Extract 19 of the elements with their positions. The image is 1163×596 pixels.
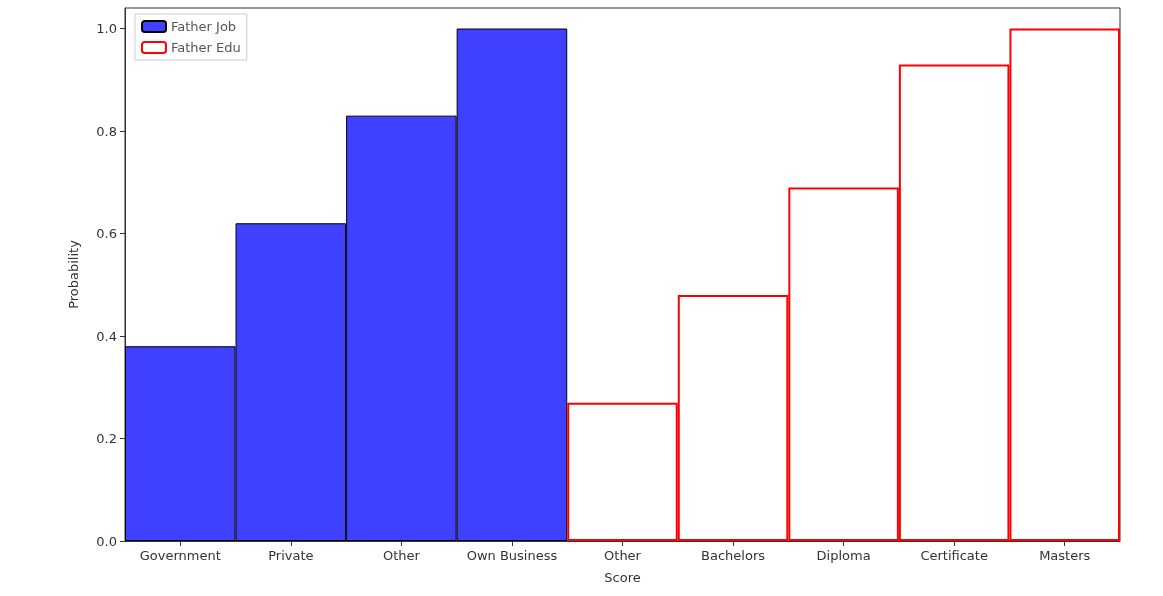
y-tick-label: 0.8 <box>96 123 117 139</box>
y-axis-title: Probability <box>66 239 81 309</box>
y-tick-label: 1.0 <box>96 21 117 36</box>
x-tick-label: Other <box>604 548 642 563</box>
x-axis-title: Score <box>604 570 641 585</box>
legend-label: Father Job <box>171 19 237 34</box>
legend-label: Father Edu <box>171 40 241 55</box>
y-tick-label: 0.0 <box>96 533 117 549</box>
x-tick-label: Bachelors <box>701 548 766 563</box>
x-tick-label: Private <box>268 548 314 563</box>
y-tick-label: 0.2 <box>96 431 117 446</box>
x-tick-label: Own Business <box>466 548 558 563</box>
x-tick-label: Certificate <box>920 548 988 563</box>
y-tick-label: 0.4 <box>96 328 117 344</box>
x-tick-label: Diploma <box>816 548 871 563</box>
y-tick-label: 0.6 <box>96 226 117 241</box>
x-tick-label: Masters <box>1039 548 1091 563</box>
x-tick-label: Other <box>382 548 421 563</box>
x-tick-label: Government <box>139 548 221 563</box>
